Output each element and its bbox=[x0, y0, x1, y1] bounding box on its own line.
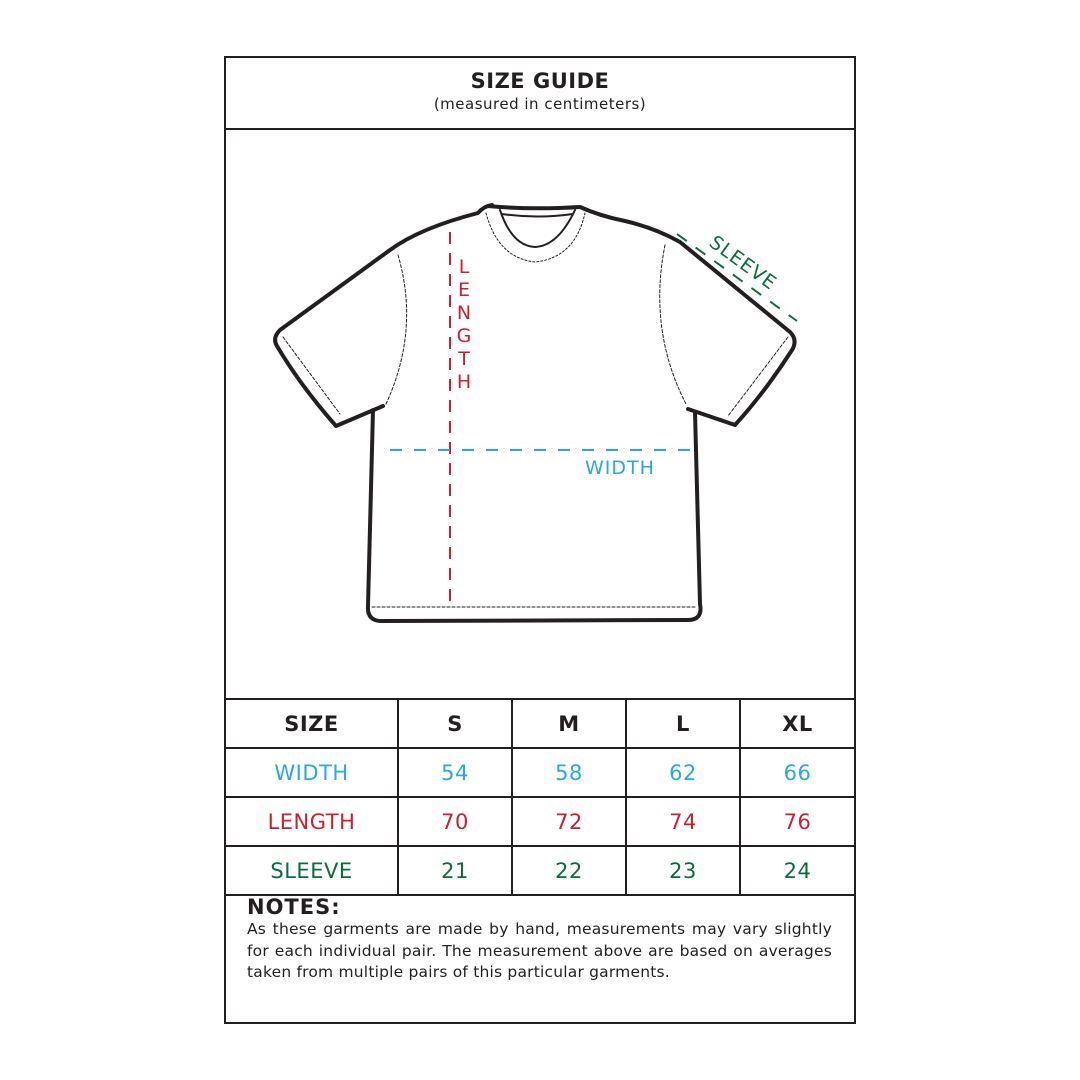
table-header-row: SIZE S M L XL bbox=[226, 700, 854, 749]
table-cell: 70 bbox=[399, 798, 513, 845]
table-cell: 72 bbox=[513, 798, 627, 845]
sleeve-measure-line bbox=[676, 233, 798, 322]
table-cell: 58 bbox=[513, 749, 627, 796]
table-cell: 23 bbox=[627, 847, 741, 894]
table-cell: 24 bbox=[783, 858, 812, 883]
length-label-letter: G bbox=[457, 325, 472, 347]
notes-text: As these garments are made by hand, meas… bbox=[247, 920, 832, 981]
width-label: WIDTH bbox=[585, 457, 655, 479]
header-cell: SIZE bbox=[226, 700, 399, 747]
length-label-letter: N bbox=[457, 302, 471, 324]
length-label-letter: L bbox=[459, 256, 470, 278]
size-guide-card: SIZE GUIDE (measured in centimeters) SIZ… bbox=[224, 56, 856, 1024]
page-title: SIZE GUIDE bbox=[470, 69, 610, 93]
row-label: WIDTH bbox=[226, 749, 399, 796]
header-cell: L bbox=[627, 700, 741, 747]
table-cell: 62 bbox=[627, 749, 741, 796]
size-table: SIZE S M L XL WIDTH 54 58 62 66 LENGTH 7… bbox=[226, 698, 854, 896]
length-label-letter: T bbox=[457, 348, 470, 370]
table-cell: 22 bbox=[513, 847, 627, 894]
table-cell: 54 bbox=[399, 749, 513, 796]
table-row-sleeve: SLEEVE 21 22 23 24 bbox=[226, 847, 854, 896]
table-cell: 76 bbox=[783, 809, 812, 834]
notes: NOTES: As these garments are made by han… bbox=[247, 895, 832, 984]
table-cell: 66 bbox=[783, 760, 812, 785]
row-label: LENGTH bbox=[226, 798, 399, 845]
length-label-letter: E bbox=[458, 279, 470, 301]
table-cell: 21 bbox=[399, 847, 513, 894]
neck-opening bbox=[499, 209, 576, 248]
header-cell: S bbox=[399, 700, 513, 747]
seam-lines bbox=[282, 244, 789, 608]
row-label: SLEEVE bbox=[226, 847, 399, 894]
length-label-letter: H bbox=[457, 371, 471, 393]
collar-seam bbox=[485, 212, 586, 263]
notes-title: NOTES: bbox=[247, 895, 341, 919]
table-row-width: WIDTH 54 58 62 66 bbox=[226, 749, 854, 798]
table-row-length: LENGTH 70 72 74 76 bbox=[226, 798, 854, 847]
table-cell: 74 bbox=[627, 798, 741, 845]
tshirt-outline bbox=[273, 203, 797, 623]
header: SIZE GUIDE (measured in centimeters) bbox=[226, 58, 854, 130]
header-cell: M bbox=[513, 700, 627, 747]
page-subtitle: (measured in centimeters) bbox=[433, 95, 647, 113]
header-cell: XL bbox=[782, 711, 813, 736]
